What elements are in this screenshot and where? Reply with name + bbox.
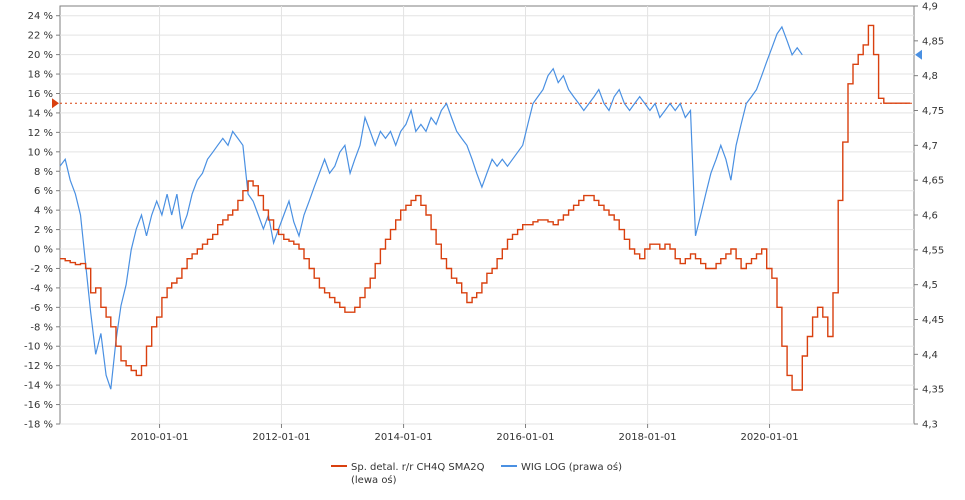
- left-tick-label: 18 %: [28, 70, 53, 81]
- left-tick-label: 6 %: [34, 186, 53, 197]
- left-tick-label: -10 %: [24, 342, 53, 353]
- legend-retail-label-line2: (lewa oś): [351, 474, 397, 486]
- left-tick-label: 4 %: [34, 206, 53, 217]
- right-tick-label: 4,65: [922, 176, 944, 187]
- left-tick-label: 12 %: [28, 128, 53, 139]
- right-tick-label: 4,4: [922, 350, 938, 361]
- right-tick-label: 4,75: [922, 106, 944, 117]
- left-tick-label: 20 %: [28, 50, 53, 61]
- left-tick-label: -12 %: [24, 361, 53, 372]
- x-tick-label: 2018-01-01: [619, 432, 677, 443]
- right-tick-label: 4,35: [922, 385, 944, 396]
- left-tick-label: 16 %: [28, 89, 53, 100]
- x-tick-label: 2012-01-01: [252, 432, 310, 443]
- x-tick-label: 2016-01-01: [496, 432, 554, 443]
- right-tick-label: 4,45: [922, 315, 944, 326]
- x-axis-ticks: 2010-01-01 2012-01-01 2014-01-01 2016-01-01…: [130, 424, 799, 443]
- left-tick-label: -18 %: [24, 420, 53, 431]
- left-tick-label: 14 %: [28, 108, 53, 119]
- right-axis-ticks: 4,3 4,35 4,4 4,45 4,5 4,55 4,6 4,65 4,7 4,75 4,8 4,…: [914, 2, 944, 431]
- left-tick-label: 10 %: [28, 147, 53, 158]
- left-tick-label: -4 %: [30, 283, 53, 294]
- left-axis-ticks: -18 % -16 % -14 % -12 % -10 % -8 % -6 % -4 % -2 …: [24, 11, 60, 431]
- left-axis-value-marker: [52, 98, 59, 109]
- left-tick-label: -14 %: [24, 381, 53, 392]
- right-tick-label: 4,5: [922, 280, 938, 291]
- wig-log-series-line: [59, 25, 803, 390]
- x-tick-label: 2010-01-01: [130, 432, 188, 443]
- x-tick-label: 2014-01-01: [375, 432, 433, 443]
- left-tick-label: -2 %: [30, 264, 53, 275]
- right-tick-label: 4,9: [922, 2, 938, 13]
- legend-retail-label: Sp. detal. r/r CH4Q SMA2Q: [351, 462, 485, 473]
- right-tick-label: 4,85: [922, 36, 944, 47]
- right-tick-label: 4,55: [922, 245, 944, 256]
- left-tick-label: 8 %: [34, 167, 53, 178]
- left-tick-label: 0 %: [34, 245, 53, 256]
- right-tick-label: 4,7: [922, 141, 938, 152]
- right-tick-label: 4,8: [922, 71, 938, 82]
- left-tick-label: 2 %: [34, 225, 53, 236]
- left-tick-label: 24 %: [28, 11, 53, 22]
- retail-sales-series-line: [60, 24, 910, 391]
- left-tick-label: -16 %: [24, 400, 53, 411]
- legend-wig-label: WIG LOG (prawa oś): [521, 461, 622, 473]
- right-axis-value-marker: [915, 49, 922, 60]
- right-tick-label: 4,3: [922, 420, 938, 431]
- left-tick-label: -6 %: [30, 303, 53, 314]
- plot-area: [59, 5, 915, 425]
- x-tick-label: 2020-01-01: [740, 432, 798, 443]
- legend: Sp. detal. r/r CH4Q SMA2Q (lewa oś) WIG …: [331, 461, 622, 486]
- left-tick-label: -8 %: [30, 322, 53, 333]
- right-tick-label: 4,6: [922, 211, 938, 222]
- left-tick-label: 22 %: [28, 31, 53, 42]
